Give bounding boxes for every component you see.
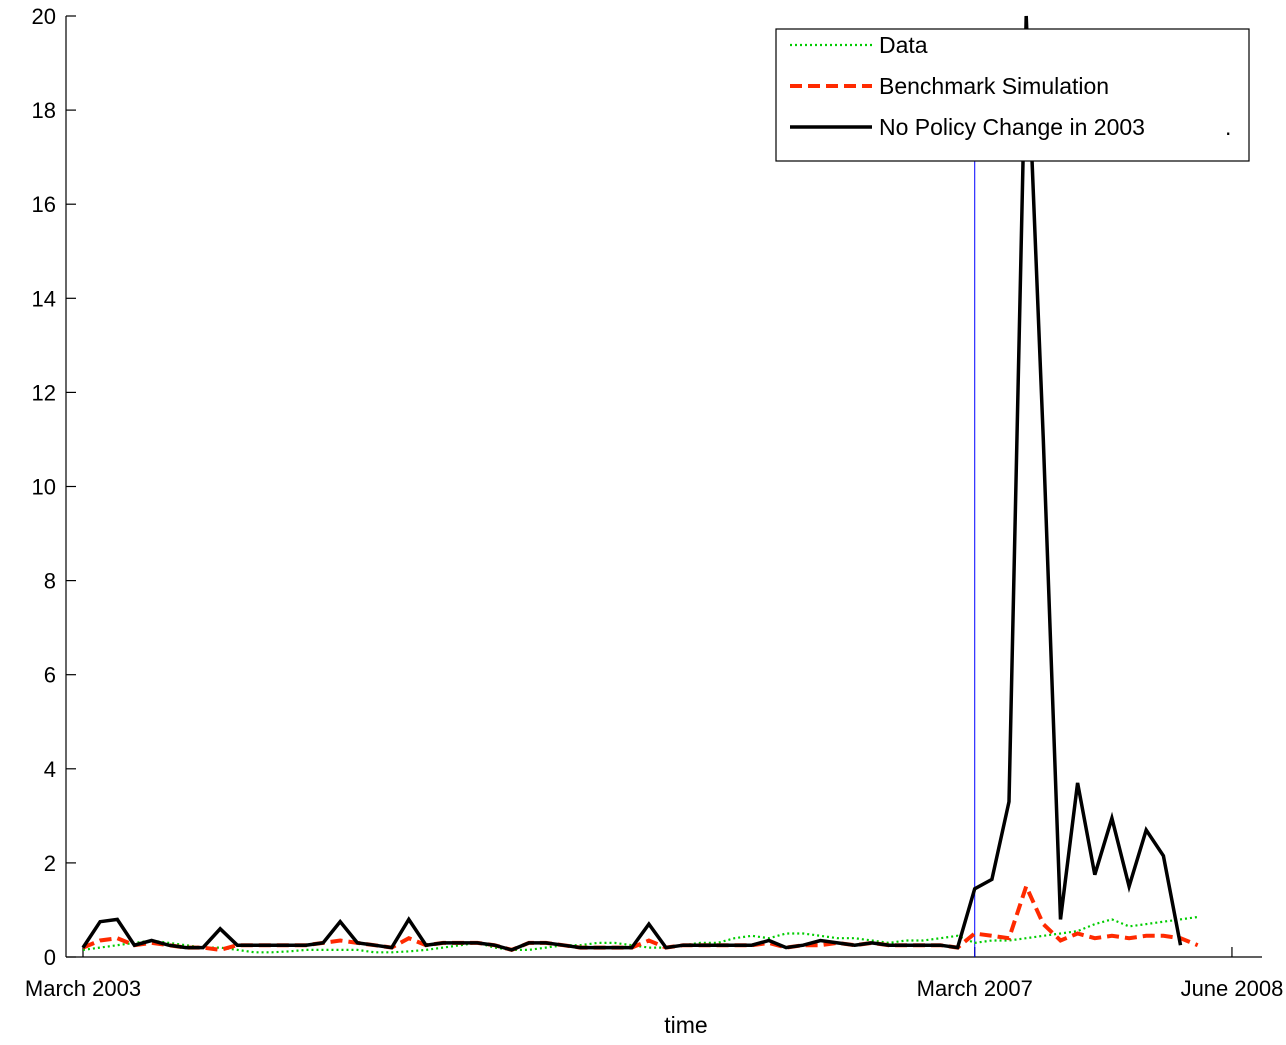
y-tick-label: 20 xyxy=(32,4,56,29)
legend-box xyxy=(775,28,1250,162)
legend: Data Benchmark Simulation No Policy Change… xyxy=(775,28,1250,162)
y-tick-label: 0 xyxy=(44,945,56,970)
x-ticks: March 2003 March 2007 June 2008 xyxy=(25,947,1283,1001)
y-tick-label: 6 xyxy=(44,663,56,688)
y-tick-label: 2 xyxy=(44,851,56,876)
x-tick-label: March 2007 xyxy=(917,976,1033,1001)
legend-entry-2: Benchmark Simulation xyxy=(879,73,1109,99)
y-tick-label: 10 xyxy=(32,475,56,500)
y-tick-label: 8 xyxy=(44,569,56,594)
x-tick-label: March 2003 xyxy=(25,976,141,1001)
y-tick-label: 14 xyxy=(32,286,56,311)
y-tick-label: 4 xyxy=(44,757,56,782)
series-line-3 xyxy=(81,15,1183,952)
y-tick-label: 18 xyxy=(32,98,56,123)
legend-items: Data Benchmark Simulation No Policy Change… xyxy=(790,32,1145,140)
y-ticks: 0 2 4 6 8 10 12 14 16 18 20 xyxy=(32,4,76,970)
y-tick-label: 12 xyxy=(32,380,56,405)
x-axis-label: time xyxy=(664,1012,707,1038)
series-lines xyxy=(81,15,1199,954)
y-tick-label: 16 xyxy=(32,192,56,217)
legend-entry-3: No Policy Change in 2003 xyxy=(879,114,1145,140)
series-line-2 xyxy=(82,880,1199,953)
legend-entry-1: Data xyxy=(879,32,928,58)
legend-trailing-mark: . xyxy=(1225,114,1231,140)
series-line-1 xyxy=(82,915,1198,954)
x-tick-label: June 2008 xyxy=(1181,976,1284,1001)
